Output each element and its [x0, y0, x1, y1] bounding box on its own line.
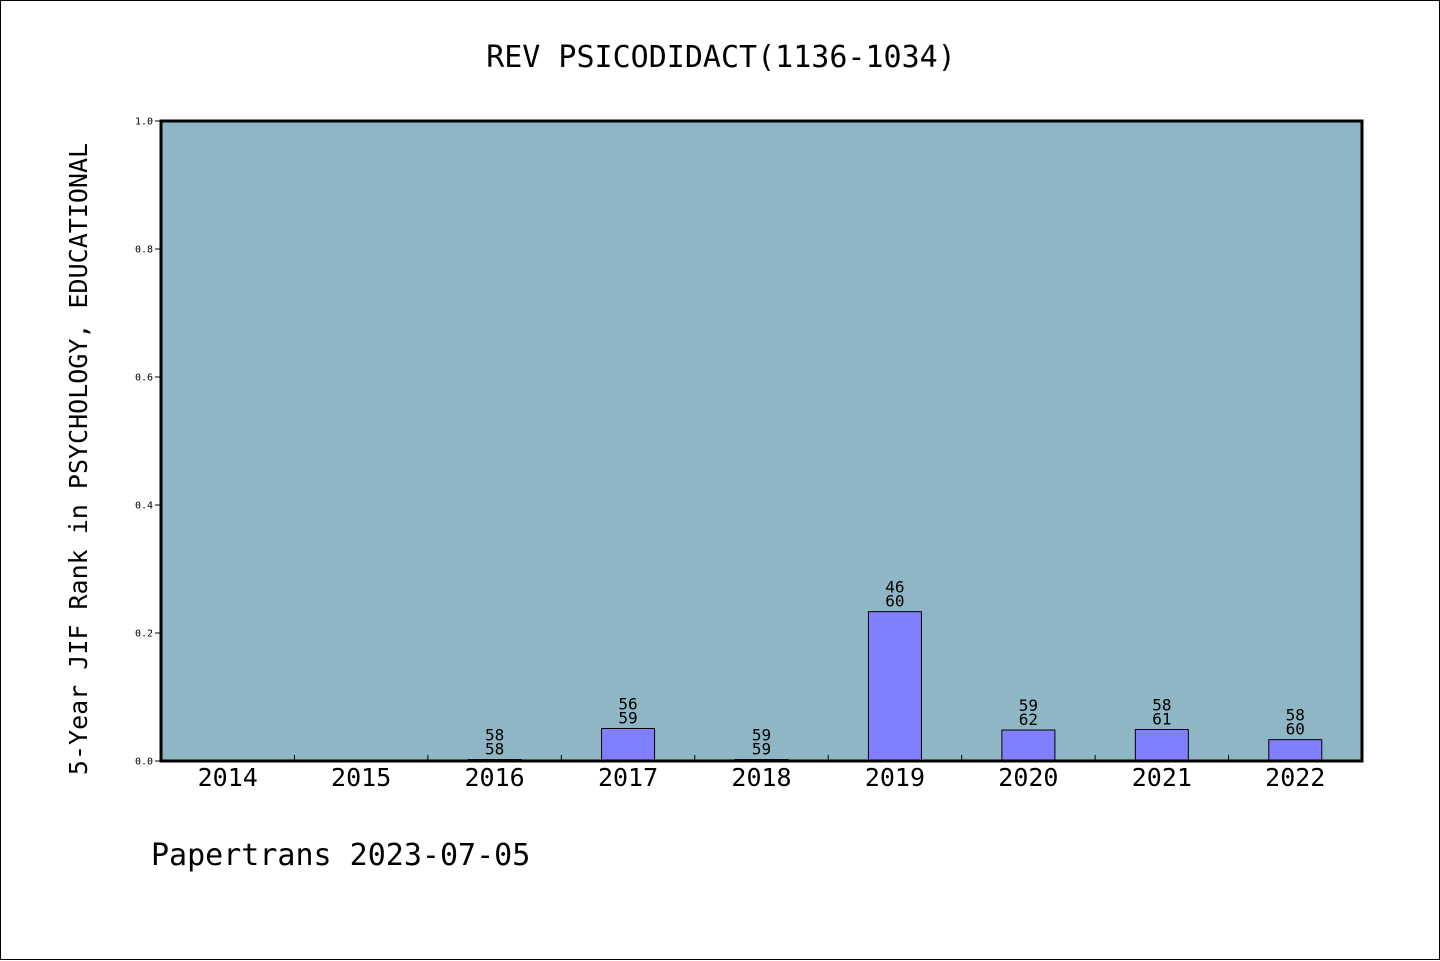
- x-tick-label-2015: 2015: [331, 763, 391, 792]
- bar-label-top-2022: 58: [1286, 706, 1305, 725]
- x-tick-label-2017: 2017: [598, 763, 658, 792]
- y-tick-label: 1.0: [135, 117, 153, 128]
- y-tick-label: 0.8: [135, 245, 153, 256]
- bar-label-top-2020: 59: [1019, 696, 1038, 715]
- x-tick-label-2014: 2014: [198, 763, 258, 792]
- footer-text: Papertrans 2023-07-05: [151, 838, 530, 873]
- bar-2017: [601, 727, 656, 762]
- y-tick-label: 0.4: [135, 501, 153, 512]
- chart-title: REV PSICODIDACT(1136-1034): [486, 40, 956, 75]
- bar-label-bottom-2021: 61: [1152, 710, 1171, 729]
- bar-label-bottom-2020: 62: [1019, 710, 1038, 729]
- bar-label-top-2019: 46: [885, 578, 904, 597]
- x-tick-label-2018: 2018: [731, 763, 791, 792]
- bar-label-top-2017: 56: [618, 694, 637, 713]
- bar-2020: [1001, 729, 1056, 762]
- bar-label-bottom-2019: 60: [885, 592, 904, 611]
- bar-2021: [1134, 729, 1189, 762]
- y-axis-label: 5-Year JIF Rank in PSYCHOLOGY, EDUCATION…: [64, 143, 93, 775]
- bar-label-top-2021: 58: [1152, 696, 1171, 715]
- x-tick-label-2020: 2020: [998, 763, 1058, 792]
- y-axis: 0.0 0.2 0.4 0.6 0.8 1.0: [135, 117, 161, 768]
- bar-label-top-2016: 58: [485, 726, 504, 745]
- x-axis: 2014 2015 2016 2017 2018 2019 2020 2021 2022: [198, 755, 1325, 792]
- y-tick-label: 0.6: [135, 373, 153, 384]
- x-tick-label-2016: 2016: [465, 763, 525, 792]
- bar-label-bottom-2022: 60: [1286, 720, 1305, 739]
- bar-label-bottom-2016: 58: [485, 740, 504, 759]
- bar-2019: [867, 611, 922, 762]
- bars-layer: [467, 611, 1323, 762]
- bar-label-bottom-2017: 59: [618, 708, 637, 727]
- bar-label-top-2018: 59: [752, 726, 771, 745]
- plot-border: [159, 119, 1364, 763]
- x-tick-label-2021: 2021: [1132, 763, 1192, 792]
- x-tick-label-2022: 2022: [1265, 763, 1325, 792]
- x-tick-label-2019: 2019: [865, 763, 925, 792]
- plot-area: [161, 121, 1362, 761]
- y-tick-label: 0.2: [135, 629, 153, 640]
- bar-2022: [1268, 739, 1323, 762]
- y-tick-label: 0.0: [135, 757, 153, 768]
- bar-label-bottom-2018: 59: [752, 740, 771, 759]
